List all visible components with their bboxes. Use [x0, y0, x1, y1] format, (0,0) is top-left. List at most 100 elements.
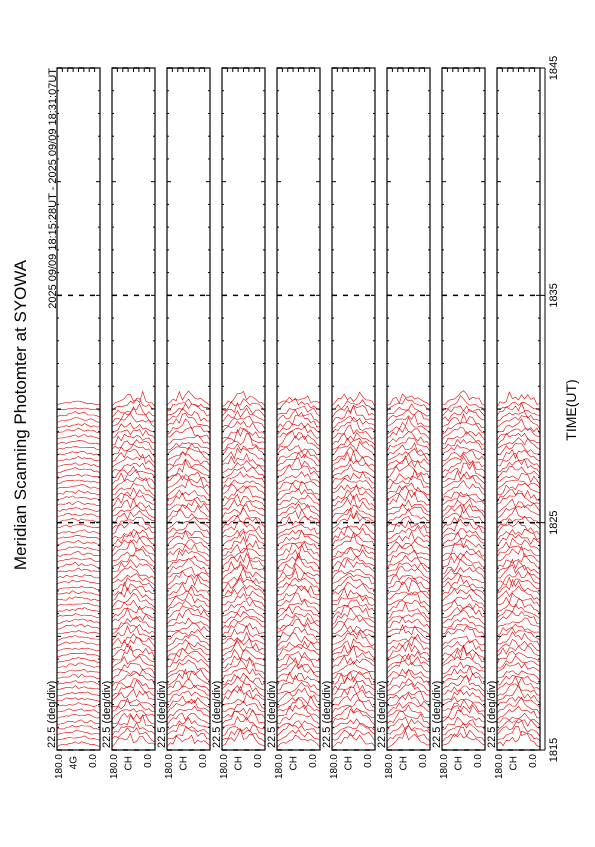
scan-trace	[386, 455, 431, 473]
scan-trace	[386, 416, 431, 435]
value-tick-label: 0.0	[308, 754, 319, 768]
scan-trace	[56, 685, 101, 690]
value-tick-label: 180.0	[329, 754, 340, 779]
scan-trace	[386, 678, 431, 692]
scan-trace	[441, 395, 486, 413]
scan-trace	[166, 407, 211, 422]
scan-trace	[221, 586, 266, 602]
scale-label: 22.5 (deg/div)	[376, 681, 388, 748]
scan-trace	[221, 391, 266, 407]
scan-trace	[166, 446, 210, 461]
scan-trace	[56, 741, 101, 748]
scan-trace	[166, 734, 211, 748]
scan-trace	[331, 523, 376, 535]
scan-trace	[221, 536, 266, 552]
scan-trace	[276, 695, 321, 709]
channel-label: CH	[509, 756, 520, 770]
scan-trace	[441, 726, 486, 743]
scan-trace	[166, 669, 211, 681]
scan-trace	[496, 564, 541, 580]
scan-trace	[331, 676, 376, 692]
scan-trace	[166, 599, 211, 613]
scan-trace	[276, 723, 321, 737]
scan-trace	[221, 520, 266, 535]
scan-trace	[111, 727, 156, 743]
scan-trace	[111, 565, 156, 580]
scan-trace	[56, 484, 101, 489]
scan-trace	[386, 464, 431, 479]
value-tick-label: 0.0	[253, 754, 264, 768]
scan-trace	[56, 456, 101, 462]
scan-trace	[276, 480, 321, 497]
scan-trace	[56, 446, 101, 451]
scan-trace	[386, 397, 431, 412]
scan-trace	[441, 635, 486, 647]
scan-trace	[111, 559, 156, 574]
scan-trace	[331, 587, 376, 602]
channel-label: CH	[344, 756, 355, 770]
scan-trace	[441, 644, 486, 659]
scan-trace	[331, 546, 376, 561]
scan-trace	[276, 632, 321, 647]
scan-trace	[331, 572, 376, 585]
scan-trace	[276, 435, 321, 452]
scan-trace	[496, 598, 541, 614]
scan-trace	[221, 728, 266, 747]
scan-trace	[221, 658, 266, 675]
scan-trace	[276, 657, 321, 673]
scan-trace	[331, 732, 376, 748]
scan-trace	[386, 516, 431, 528]
scan-trace	[221, 573, 266, 591]
scan-trace	[56, 489, 100, 495]
scan-trace	[441, 624, 486, 637]
scan-trace	[111, 504, 156, 519]
scan-trace	[166, 654, 211, 669]
scan-trace	[441, 566, 486, 581]
scan-trace	[111, 581, 156, 596]
scan-trace	[166, 684, 210, 696]
scan-trace	[166, 492, 211, 506]
scan-trace	[111, 497, 156, 513]
scan-trace	[441, 672, 486, 685]
scan-trace	[221, 452, 266, 467]
scan-trace	[166, 402, 211, 417]
scan-trace	[56, 730, 101, 736]
scan-trace	[221, 560, 266, 581]
scan-trace	[276, 445, 321, 456]
scan-trace	[276, 674, 321, 691]
scan-trace	[221, 611, 266, 624]
scan-trace	[276, 515, 321, 527]
scan-trace	[442, 722, 486, 737]
scan-trace	[57, 407, 101, 412]
scan-trace	[166, 566, 211, 578]
scan-trace	[331, 437, 376, 451]
scan-trace	[496, 627, 541, 642]
scan-trace	[496, 402, 541, 412]
scan-trace	[166, 695, 211, 709]
scan-trace	[331, 477, 376, 490]
panel-frame	[276, 67, 321, 751]
scan-trace	[276, 720, 321, 730]
scan-trace	[166, 434, 211, 446]
scan-trace	[496, 442, 541, 455]
scan-trace	[496, 683, 541, 697]
channel-label: CH	[289, 756, 300, 770]
scan-trace	[386, 448, 431, 462]
scan-trace	[112, 678, 156, 691]
scan-trace	[276, 464, 321, 479]
scan-trace	[221, 631, 266, 646]
scan-trace	[166, 539, 211, 552]
scan-trace	[221, 443, 266, 457]
scan-trace	[56, 713, 101, 719]
scan-trace	[331, 483, 376, 502]
scan-trace	[276, 651, 321, 662]
scan-trace	[331, 504, 376, 519]
scan-trace	[111, 668, 156, 680]
scan-trace	[276, 585, 321, 603]
scan-trace	[276, 406, 321, 417]
scan-trace	[331, 535, 376, 547]
scan-trace	[441, 704, 486, 719]
scan-trace	[331, 644, 376, 663]
scan-trace	[276, 541, 321, 558]
scan-trace	[56, 501, 101, 507]
